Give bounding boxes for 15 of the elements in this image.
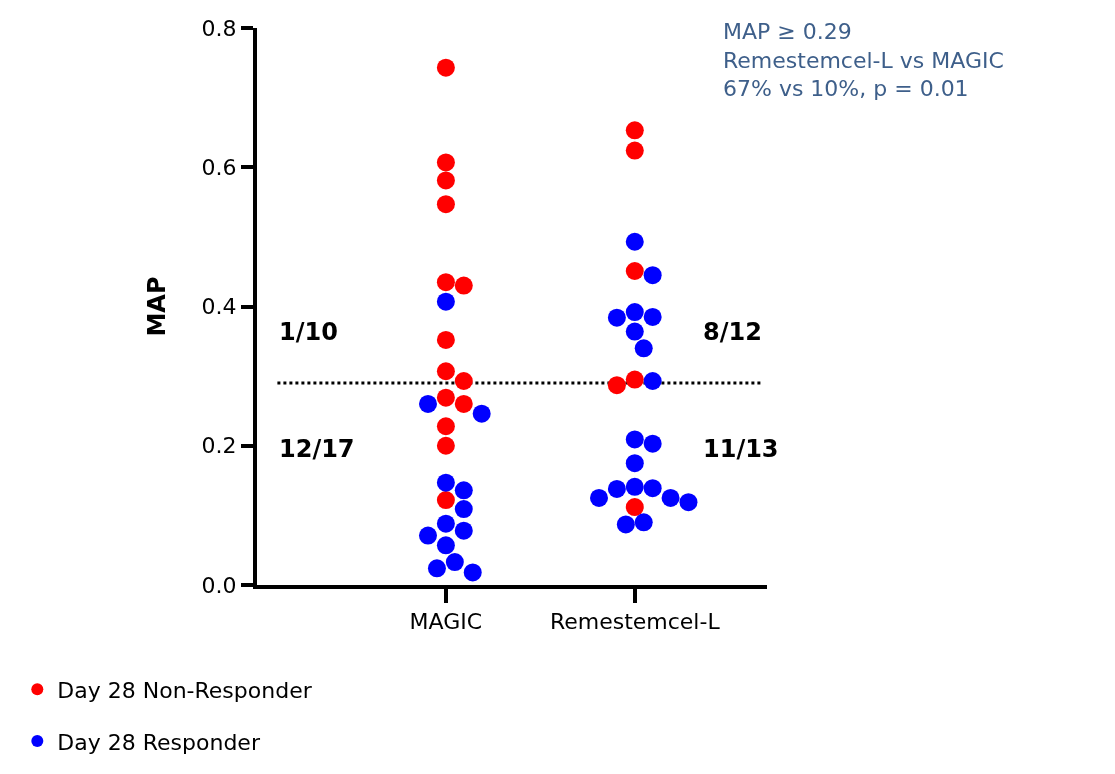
legend-label: Day 28 Responder: [57, 729, 261, 755]
annotation: MAP ≥ 0.29 Remestemcel-L vs MAGIC 67% vs 10%, p = 0.01: [723, 19, 1004, 102]
legend-label: Day 28 Non-Responder: [57, 677, 313, 703]
y-axis-title: MAP: [143, 276, 172, 337]
y-tick-label: 0.6: [201, 154, 237, 180]
y-tick-label: 0.8: [201, 15, 237, 41]
x-tick-label: MAGIC: [409, 609, 483, 635]
annotation: 11/13: [703, 435, 779, 463]
annotation: 1/10: [279, 318, 338, 346]
y-tick-label: 0.2: [201, 433, 237, 459]
y-tick-label: 0.4: [201, 294, 237, 320]
annotation: 8/12: [703, 318, 762, 346]
annotation: 12/17: [279, 435, 355, 463]
x-tick-label: Remestemcel-L: [549, 609, 721, 635]
y-tick-label: 0.0: [201, 572, 237, 598]
